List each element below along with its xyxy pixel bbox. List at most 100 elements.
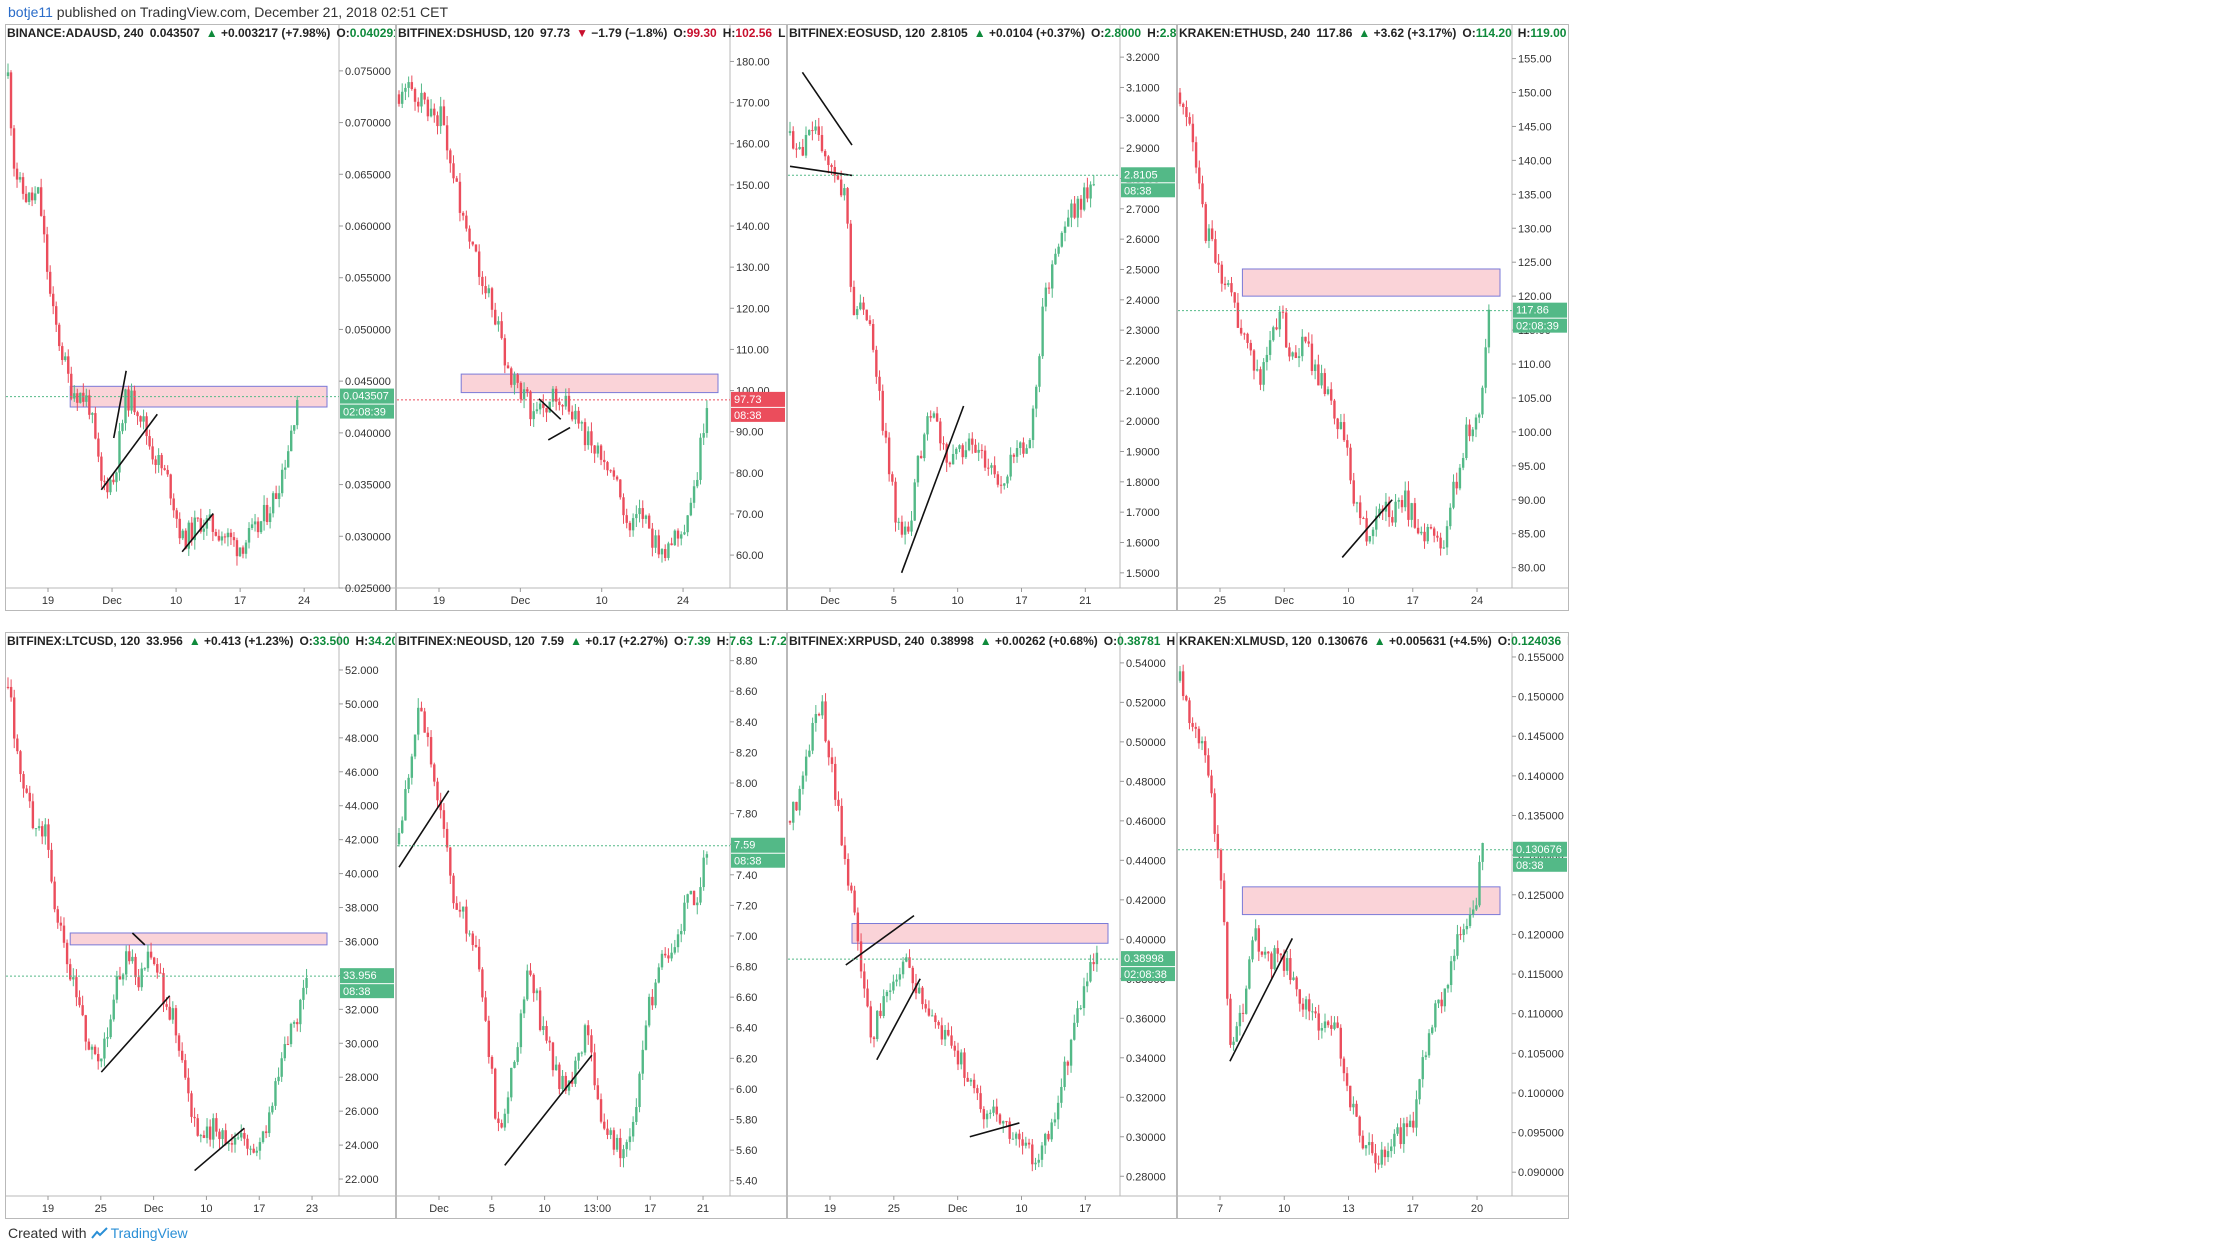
y-tick-label: 80.00	[736, 468, 764, 480]
trendline[interactable]	[900, 405, 965, 574]
candle-body	[27, 192, 31, 202]
candle-body	[61, 346, 64, 361]
candlestick-chart[interactable]: 0.54000 0.52000 0.50000 0.48000 0.46000 0.440…	[788, 633, 1176, 1218]
y-tick-label: 0.045000	[345, 376, 391, 388]
candle-body	[166, 469, 169, 475]
trendline[interactable]	[181, 513, 214, 553]
tradingview-link[interactable]: TradingView	[110, 1225, 188, 1241]
candle-body	[458, 909, 462, 912]
candle-body	[1002, 1121, 1005, 1124]
candle-body	[96, 1053, 100, 1062]
chart-panel[interactable]: KRAKEN:ETHUSD, 240 117.86 ▲ +3.62 (+3.17%)…	[1177, 24, 1569, 611]
trendline[interactable]	[100, 413, 158, 491]
candle-body	[250, 524, 254, 529]
candle-body	[261, 1131, 265, 1143]
trendline[interactable]	[538, 398, 562, 420]
candle-body	[69, 964, 72, 980]
chart-panel[interactable]: KRAKEN:XLMUSD, 120 0.130676 ▲ +0.005631 (+…	[1177, 632, 1569, 1219]
resistance-zone[interactable]	[69, 932, 328, 946]
candle-body	[1361, 1135, 1365, 1149]
ohlc-o: 33.500	[312, 634, 350, 648]
candle-body	[162, 973, 165, 1005]
trendline[interactable]	[398, 790, 450, 868]
chart-panel[interactable]: BITFINEX:XRPUSD, 240 0.38998 ▲ +0.00262 (+…	[787, 632, 1177, 1219]
candlestick-chart[interactable]: 52.000 50.000 48.000 46.000 44.000 42.000 40.0…	[6, 633, 395, 1218]
candle-body	[160, 455, 163, 469]
trendline[interactable]	[100, 995, 171, 1073]
y-tick-label: 2.2000	[1126, 355, 1160, 367]
candle-body	[1227, 283, 1230, 286]
candlestick-chart[interactable]: 0.075000 0.070000 0.065000 0.060000 0.055000…	[6, 25, 395, 610]
candlestick-chart[interactable]: 180.00 170.00 160.00 150.00 140.00 130.00 120.…	[397, 25, 786, 610]
candle-body	[811, 130, 814, 132]
candle-body	[503, 1113, 507, 1128]
candle-body	[503, 338, 507, 366]
chart-panel[interactable]: BITFINEX:NEOUSD, 120 7.59 ▲ +0.17 (+2.27%)…	[396, 632, 787, 1219]
candle-body	[296, 400, 299, 426]
candle-body	[1427, 1033, 1431, 1056]
candle-body	[134, 956, 137, 978]
candlestick-chart[interactable]: 155.00 150.00 145.00 140.00 135.00 130.00 125.…	[1178, 25, 1568, 610]
trendline[interactable]	[112, 370, 127, 439]
x-tick-label: 23	[306, 1203, 318, 1215]
trendline[interactable]	[504, 1054, 593, 1166]
resistance-zone[interactable]	[1241, 268, 1501, 297]
y-tick-label: 0.34000	[1126, 1053, 1166, 1065]
trendline[interactable]	[969, 1122, 1020, 1138]
candle-body	[417, 707, 420, 735]
candle-body	[1399, 1127, 1402, 1145]
chart-panel[interactable]: BITFINEX:LTCUSD, 120 33.956 ▲ +0.413 (+1.2…	[5, 632, 396, 1219]
resistance-zone[interactable]	[460, 373, 719, 394]
candle-body	[955, 448, 958, 454]
price-change: +0.003217 (+7.98%)	[220, 26, 331, 40]
chart-panel[interactable]: BITFINEX:DSHUSD, 120 97.73 ▼ −1.79 (−1.8%)…	[396, 24, 787, 611]
candle-body	[1358, 502, 1362, 519]
candle-body	[471, 933, 474, 945]
candle-body	[1063, 1061, 1066, 1087]
chart-header: KRAKEN:XLMUSD, 120 0.130676 ▲ +0.005631 (+…	[1179, 633, 1568, 650]
candle-body	[596, 1085, 600, 1100]
candle-body	[436, 781, 439, 801]
candle-body	[792, 801, 795, 823]
candle-body	[205, 518, 209, 529]
ohlc-label: O:	[1497, 634, 1512, 648]
candle-body	[977, 449, 980, 453]
candle-body	[801, 146, 804, 156]
candle-body	[87, 1041, 91, 1050]
chart-panel[interactable]: BITFINEX:EOSUSD, 120 2.8105 ▲ +0.0104 (+0.…	[787, 24, 1177, 611]
candle-body	[47, 824, 50, 850]
trendline[interactable]	[194, 1127, 245, 1172]
resistance-zone[interactable]	[851, 923, 1109, 944]
y-tick-label: 0.145000	[1518, 731, 1564, 743]
candle-body	[1275, 327, 1278, 330]
candle-body	[246, 1138, 249, 1149]
candlestick-chart[interactable]: 0.155000 0.150000 0.145000 0.140000 0.135000…	[1178, 633, 1568, 1218]
resistance-zone[interactable]	[1241, 886, 1501, 916]
candle-body	[823, 151, 827, 157]
trendline[interactable]	[876, 978, 921, 1061]
trendline[interactable]	[789, 165, 853, 177]
candle-body	[644, 1025, 648, 1050]
candle-body	[48, 271, 52, 294]
candle-body	[1008, 1121, 1011, 1139]
candle-body	[1079, 1008, 1082, 1010]
candle-body	[1415, 1099, 1418, 1128]
candlestick-chart[interactable]: 8.808.608.408.208.007.807.607.407.207.00…	[397, 633, 786, 1218]
trendline[interactable]	[1341, 499, 1393, 558]
author-link[interactable]: botje11	[8, 4, 53, 20]
chart-panel[interactable]: BINANCE:ADAUSD, 240 0.043507 ▲ +0.003217 (…	[5, 24, 396, 611]
timer-tag	[1513, 318, 1567, 333]
candle-body	[1455, 481, 1458, 489]
trendline[interactable]	[131, 932, 146, 946]
candle-body	[526, 970, 529, 1000]
candlestick-chart[interactable]: 3.2000 3.1000 3.0000 2.9000 2.8000 2.7000 2.60…	[788, 25, 1176, 610]
candle-body	[56, 909, 59, 923]
trendline[interactable]	[1229, 938, 1294, 1062]
trendline[interactable]	[547, 426, 571, 441]
candle-body	[888, 990, 892, 992]
last-price: 33.956	[146, 634, 183, 648]
trendline[interactable]	[845, 914, 915, 966]
candle-body	[911, 967, 914, 984]
trendline[interactable]	[801, 71, 853, 146]
candle-body	[1014, 1133, 1018, 1139]
